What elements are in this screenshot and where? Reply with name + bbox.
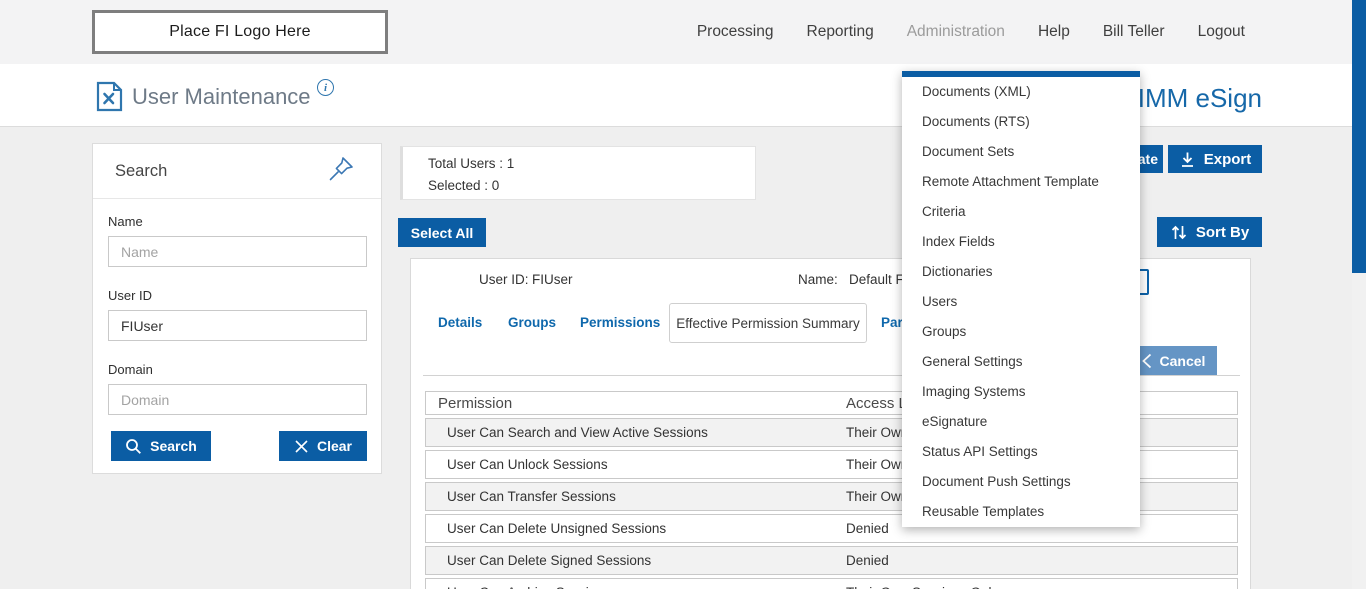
clear-x-icon — [295, 439, 308, 453]
sort-arrows-icon — [1171, 225, 1186, 239]
admin-menu-item[interactable]: Index Fields — [922, 234, 995, 249]
total-users-text: Total Users : 1 — [428, 156, 515, 171]
tab-details[interactable]: Details — [438, 315, 483, 330]
permission-cell: User Can Delete Unsigned Sessions — [447, 521, 667, 536]
search-button[interactable]: Search — [111, 431, 211, 461]
nav-item-processing[interactable]: Processing — [696, 23, 774, 40]
admin-menu-item[interactable]: General Settings — [922, 354, 1023, 369]
nav-item-reporting[interactable]: Reporting — [806, 23, 874, 40]
admin-menu-item[interactable]: Document Push Settings — [922, 474, 1071, 489]
user-id-field-label: User ID: — [479, 272, 529, 287]
name-label: Name — [108, 214, 143, 229]
user-id-input[interactable] — [108, 310, 367, 341]
access-cell: Denied — [846, 521, 889, 536]
select-all-button[interactable]: Select All — [398, 218, 486, 247]
export-button[interactable]: Export — [1168, 145, 1262, 173]
search-panel: Search Name User ID Domain Search Clear — [92, 143, 382, 474]
export-label: Export — [1203, 150, 1252, 168]
domain-label: Domain — [108, 362, 153, 377]
pin-icon[interactable] — [327, 155, 355, 185]
user-id-field-value: FIUser — [532, 272, 573, 287]
admin-menu-item[interactable]: Criteria — [922, 204, 966, 219]
admin-dropdown-items: Documents (XML) Documents (RTS) Document S… — [902, 77, 1140, 527]
user-id-label: User ID — [108, 288, 153, 303]
permission-cell: User Can Search and View Active Sessions — [447, 425, 708, 440]
divider — [93, 198, 381, 199]
access-cell: Denied — [846, 553, 889, 568]
sort-by-button[interactable]: Sort By — [1157, 217, 1262, 247]
nav-item-logout[interactable]: Logout — [1197, 23, 1245, 40]
table-row[interactable]: User Can Archive Sessions Their Own Sessi… — [425, 578, 1238, 589]
scrollbar-thumb[interactable] — [1352, 0, 1366, 273]
user-maintenance-icon — [96, 81, 123, 112]
nav-item-administration[interactable]: Administration — [906, 23, 1005, 40]
administration-dropdown: Documents (XML) Documents (RTS) Document S… — [902, 71, 1140, 527]
clear-button-label: Clear — [316, 438, 353, 454]
admin-menu-item[interactable]: Groups — [922, 324, 967, 339]
select-all-label: Select All — [410, 224, 474, 241]
permission-cell: User Can Unlock Sessions — [447, 457, 608, 472]
permission-cell: User Can Delete Signed Sessions — [447, 553, 652, 568]
admin-menu-item[interactable]: Documents (XML) — [922, 84, 1031, 99]
access-cell: Their Own Sessions Only — [846, 585, 998, 589]
top-bar: Place FI Logo Here Processing Reporting Ad… — [0, 0, 1366, 64]
sort-by-label: Sort By — [1195, 223, 1250, 241]
search-icon — [126, 438, 142, 454]
search-button-label: Search — [150, 438, 197, 454]
permission-cell: User Can Transfer Sessions — [447, 489, 616, 504]
search-panel-title: Search — [115, 162, 168, 180]
tab-partial[interactable]: Part — [881, 315, 908, 330]
clear-button[interactable]: Clear — [279, 431, 367, 461]
fi-logo-placeholder: Place FI Logo Here — [92, 10, 388, 54]
domain-input[interactable] — [108, 384, 367, 415]
info-icon[interactable]: i — [317, 79, 334, 96]
cancel-button[interactable]: Cancel — [1129, 346, 1217, 375]
nav-item-bill-teller[interactable]: Bill Teller — [1102, 23, 1165, 40]
admin-menu-item[interactable]: Dictionaries — [922, 264, 993, 279]
tab-groups[interactable]: Groups — [508, 315, 557, 330]
admin-menu-item[interactable]: Reusable Templates — [922, 504, 1045, 519]
page-header: User Maintenance i IMM eSign — [0, 64, 1366, 127]
name-field-label: Name: — [798, 272, 838, 287]
permission-column-header: Permission — [438, 395, 513, 412]
permission-cell: User Can Archive Sessions — [447, 585, 611, 589]
admin-menu-item[interactable]: Documents (RTS) — [922, 114, 1030, 129]
user-stats-box: Total Users : 1 Selected : 0 — [400, 146, 756, 200]
admin-menu-item[interactable]: Document Sets — [922, 144, 1015, 159]
main-nav: Processing Reporting Administration Help Bil… — [697, 0, 1245, 64]
admin-menu-item[interactable]: Imaging Systems — [922, 384, 1026, 399]
user-tabs: Details Groups Permissions Effective Per… — [411, 303, 1252, 343]
nav-item-help[interactable]: Help — [1037, 23, 1070, 40]
admin-menu-item[interactable]: eSignature — [922, 414, 988, 429]
admin-menu-item[interactable]: Users — [922, 294, 958, 309]
cancel-label: Cancel — [1159, 352, 1206, 369]
page-scrollbar — [1352, 0, 1366, 589]
selected-users-text: Selected : 0 — [428, 178, 500, 193]
page-title: User Maintenance — [132, 84, 311, 109]
tab-permissions[interactable]: Permissions — [580, 315, 661, 330]
table-row[interactable]: User Can Delete Signed Sessions Denied — [425, 546, 1238, 575]
dropdown-accent-bar — [902, 71, 1140, 77]
tab-effective-permission-summary[interactable]: Effective Permission Summary — [669, 303, 867, 343]
brand-logo: IMM eSign — [1137, 83, 1262, 113]
chevron-left-icon — [1141, 353, 1151, 368]
download-icon — [1181, 152, 1193, 167]
admin-menu-item[interactable]: Remote Attachment Template — [922, 174, 1099, 189]
admin-menu-item[interactable]: Status API Settings — [922, 444, 1038, 459]
name-input[interactable] — [108, 236, 367, 267]
divider — [423, 375, 1240, 376]
